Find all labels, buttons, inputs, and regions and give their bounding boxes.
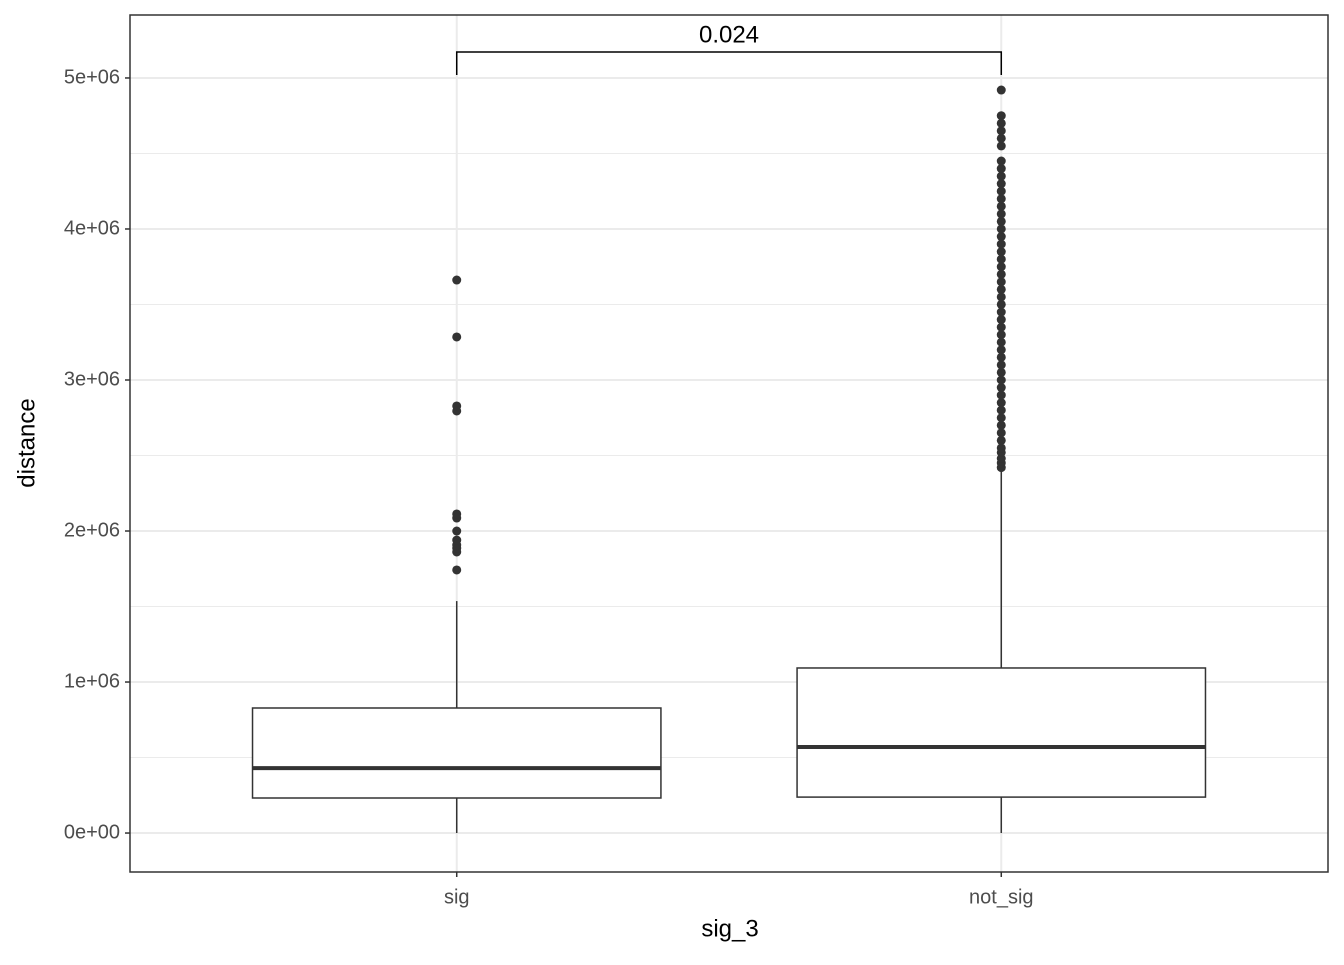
outlier <box>996 224 1006 234</box>
outlier <box>996 383 1006 393</box>
outlier <box>996 209 1006 219</box>
outlier <box>996 156 1006 166</box>
y-tick-label: 3e+06 <box>64 368 120 390</box>
outlier <box>452 526 462 536</box>
y-tick-label: 1e+06 <box>64 670 120 692</box>
outlier <box>996 111 1006 121</box>
outlier <box>996 367 1006 377</box>
outlier <box>452 401 462 411</box>
y-axis-title: distance <box>13 398 40 487</box>
outlier <box>996 307 1006 317</box>
outlier <box>996 337 1006 347</box>
outlier <box>452 535 462 545</box>
outlier <box>996 315 1006 325</box>
y-tick-label: 0e+00 <box>64 821 120 843</box>
outlier <box>996 352 1006 362</box>
box <box>796 667 1207 798</box>
outlier <box>996 239 1006 249</box>
outlier <box>996 322 1006 332</box>
outlier <box>996 405 1006 415</box>
outlier <box>996 375 1006 385</box>
outlier <box>996 420 1006 430</box>
outlier <box>996 435 1006 445</box>
y-tick-label: 5e+06 <box>64 66 120 88</box>
y-tick-label: 4e+06 <box>64 217 120 239</box>
outlier <box>996 171 1006 181</box>
outlier <box>452 565 462 575</box>
outlier <box>996 232 1006 242</box>
outlier <box>996 284 1006 294</box>
outlier <box>996 164 1006 174</box>
outlier <box>996 262 1006 272</box>
outlier <box>996 126 1006 136</box>
outlier <box>996 277 1006 287</box>
outlier <box>996 292 1006 302</box>
outlier <box>996 360 1006 370</box>
outlier <box>996 179 1006 189</box>
box <box>251 707 662 799</box>
outlier <box>996 118 1006 128</box>
y-tick-label: 2e+06 <box>64 519 120 541</box>
p-value: 0.024 <box>699 21 759 48</box>
outlier <box>452 509 462 519</box>
outlier <box>452 332 462 342</box>
x-tick-label: not_sig <box>969 886 1034 908</box>
outlier <box>996 390 1006 400</box>
outlier <box>996 85 1006 95</box>
x-tick-label: sig <box>444 886 470 908</box>
outlier <box>996 398 1006 408</box>
outlier <box>996 201 1006 211</box>
x-axis-title: sig_3 <box>701 915 758 942</box>
outlier <box>996 194 1006 204</box>
outlier <box>996 254 1006 264</box>
outlier <box>996 269 1006 279</box>
outlier <box>996 247 1006 257</box>
outlier <box>452 275 462 285</box>
outlier <box>996 186 1006 196</box>
outlier <box>996 216 1006 226</box>
outlier <box>996 443 1006 453</box>
outlier <box>996 133 1006 143</box>
outlier <box>996 428 1006 438</box>
outlier <box>996 345 1006 355</box>
outlier <box>996 141 1006 151</box>
outlier <box>996 299 1006 309</box>
panel-border <box>129 14 1329 873</box>
comparison-bracket <box>455 51 1003 75</box>
outlier <box>996 413 1006 423</box>
outlier <box>996 330 1006 340</box>
